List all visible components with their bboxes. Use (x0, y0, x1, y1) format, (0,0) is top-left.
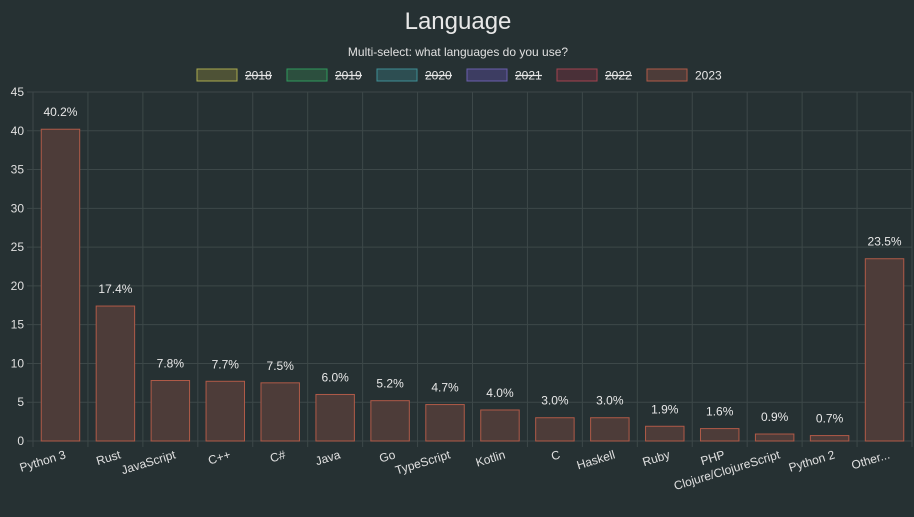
x-tick-label: JavaScript (120, 447, 178, 477)
bar-java[interactable] (315, 393, 355, 442)
bar-go[interactable] (370, 400, 410, 442)
y-tick-label: 15 (11, 318, 25, 332)
bar-typescript[interactable] (425, 404, 465, 442)
legend-swatch (286, 68, 328, 82)
y-tick-label: 45 (11, 85, 25, 99)
bar-other-[interactable] (864, 258, 905, 442)
y-tick-label: 25 (11, 240, 25, 254)
data-label: 1.6% (706, 405, 734, 419)
x-tick-label: Clojure/ClojureScript (672, 447, 782, 493)
legend-item-2021[interactable]: 2021 (466, 68, 542, 83)
bar-python-2[interactable] (809, 435, 850, 442)
x-tick-label: Haskell (575, 447, 617, 472)
legend-swatch (196, 68, 238, 82)
bars (40, 128, 905, 442)
legend-swatch (556, 68, 598, 82)
legend-item-2022[interactable]: 2022 (556, 68, 632, 83)
data-labels: 40.2% 17.4% 7.8% 7.7% 7.5% 6.0% 5.2% 4.7% 4.0% 3.… (43, 105, 901, 425)
x-tick-label: Kotlin (474, 447, 507, 469)
data-label: 7.7% (212, 357, 240, 371)
x-tick-label: C (549, 447, 562, 463)
bar-rust[interactable] (95, 305, 136, 442)
y-tick-label: 10 (11, 356, 25, 370)
legend-item-2023[interactable]: 2023 (646, 68, 722, 83)
x-tick-label: Ruby (641, 447, 672, 469)
x-tick-label: Other... (850, 447, 892, 472)
x-tick-label: C++ (206, 447, 232, 467)
y-tick-label: 0 (17, 434, 24, 448)
x-tick-label: Go (378, 447, 398, 465)
legend-swatch (376, 68, 418, 82)
bar-javascript[interactable] (150, 380, 191, 442)
data-label: 4.7% (431, 381, 459, 395)
data-label: 7.5% (267, 359, 295, 373)
x-tick-label: Java (314, 447, 343, 468)
data-label: 40.2% (43, 105, 77, 119)
data-label: 17.4% (98, 282, 132, 296)
x-tick-label: C# (268, 447, 287, 465)
bar-haskell[interactable] (590, 417, 630, 442)
y-tick-label: 20 (11, 279, 25, 293)
data-label: 4.0% (486, 386, 514, 400)
x-tick-label: Python 2 (787, 447, 837, 474)
chart-subtitle: Multi-select: what languages do you use? (348, 45, 568, 59)
data-label: 3.0% (541, 394, 569, 408)
bar-c-[interactable] (260, 382, 300, 442)
x-tick-label: Rust (95, 447, 123, 468)
x-tick-label: PHP (699, 447, 727, 468)
legend-item-2020[interactable]: 2020 (376, 68, 452, 83)
bar-ruby[interactable] (645, 425, 685, 442)
bar-c[interactable] (535, 417, 575, 442)
bar-php[interactable] (699, 428, 740, 442)
data-label: 23.5% (868, 235, 902, 249)
data-label: 0.9% (761, 410, 789, 424)
legend-label: 2023 (695, 69, 722, 83)
data-label: 0.7% (816, 412, 844, 426)
chart-legend: 2018 2019 2020 2021 2022 2023 (196, 68, 722, 83)
y-tick-label: 40 (11, 124, 25, 138)
data-label: 7.8% (157, 357, 185, 371)
legend-swatch (466, 68, 508, 82)
y-tick-label: 5 (17, 395, 24, 409)
bar-clojure-clojurescript[interactable] (754, 433, 795, 442)
x-tick-label: TypeScript (394, 447, 453, 477)
data-label: 3.0% (596, 394, 624, 408)
data-label: 1.9% (651, 402, 679, 416)
bar-kotlin[interactable] (480, 409, 520, 442)
y-tick-label: 30 (11, 201, 25, 215)
legend-swatch (646, 68, 688, 82)
data-label: 6.0% (321, 370, 349, 384)
legend-item-2018[interactable]: 2018 (196, 68, 272, 83)
legend-item-2019[interactable]: 2019 (286, 68, 362, 83)
chart-title: Language (405, 8, 512, 35)
y-axis: 0 5 10 15 20 25 30 35 40 45 (11, 85, 25, 448)
y-tick-label: 35 (11, 163, 25, 177)
bar-python-3[interactable] (40, 128, 81, 442)
data-label: 5.2% (376, 377, 404, 391)
x-tick-label: Python 3 (18, 447, 68, 474)
bar-c-[interactable] (205, 380, 246, 442)
